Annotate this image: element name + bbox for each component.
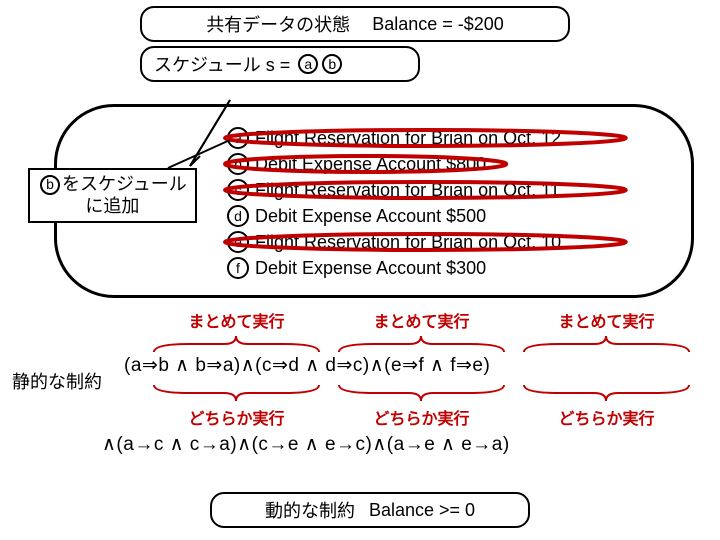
- task-row: bDebit Expense Account $800: [225, 151, 561, 177]
- dynamic-label: 動的な制約: [265, 497, 355, 523]
- joiner: ∧: [237, 433, 251, 456]
- callout-line2: に追加: [38, 196, 187, 218]
- dynamic-cond: Balance >= 0: [369, 500, 475, 521]
- task-row: c Flight Reservation for Brian on Oct. 11: [225, 177, 561, 203]
- task-text: Debit Expense Account $500: [255, 206, 486, 227]
- schedule-done-b: b: [322, 54, 342, 74]
- top-label-row: まとめて実行 まとめて実行 まとめて実行: [144, 308, 708, 332]
- balance-label: Balance = -$200: [372, 14, 504, 35]
- schedule-pill: スケジュール s = a b: [140, 46, 420, 82]
- task-id-circle: c: [227, 179, 249, 201]
- expr-group: (a→e ∧ e→a): [387, 433, 510, 456]
- top-label-2: まとめて実行: [329, 308, 514, 332]
- task-text: Flight Reservation for Brian on Oct. 10: [255, 232, 561, 253]
- task-id-circle: f: [227, 257, 249, 279]
- expr-group: (c→e ∧ e→c): [252, 433, 373, 456]
- task-row: aFlight Reservation for Brian on Oct. 12: [225, 125, 561, 151]
- callout-line1-post: をスケジュール: [62, 174, 187, 196]
- task-id-circle: e: [227, 231, 249, 253]
- brace-icon: [514, 383, 699, 405]
- callout-pointer: [130, 96, 240, 176]
- brace-icon: [329, 383, 514, 405]
- task-row: e Flight Reservation for Brian on Oct. 10: [225, 229, 561, 255]
- expr-group: (a→c ∧ c→a): [116, 433, 237, 456]
- task-id-circle: d: [227, 205, 249, 227]
- task-text: Debit Expense Account $800: [255, 154, 486, 175]
- top-label-3: まとめて実行: [514, 308, 699, 332]
- expr-group: (e⇒f ∧ f⇒e): [384, 354, 490, 377]
- bottom-label-1: どちらか実行: [144, 405, 329, 429]
- joiner: ∧: [370, 354, 384, 377]
- task-text: Debit Expense Account $300: [255, 258, 486, 279]
- header-pill: 共有データの状態 Balance = -$200: [140, 6, 570, 42]
- callout-box: b をスケジュール に追加: [28, 168, 197, 223]
- schedule-done-a: a: [298, 54, 318, 74]
- joiner: ∧: [372, 433, 386, 456]
- task-text: Flight Reservation for Brian on Oct. 12: [255, 128, 561, 149]
- expr-group: (c⇒d ∧ d⇒c): [255, 354, 370, 377]
- footer-pill: 動的な制約 Balance >= 0: [210, 492, 530, 528]
- task-text: Flight Reservation for Brian on Oct. 11: [255, 180, 560, 201]
- expr-group: (a⇒b ∧ b⇒a): [124, 354, 241, 377]
- brace-icon: [144, 332, 329, 354]
- task-row: d Debit Expense Account $500: [225, 203, 561, 229]
- expr1: (a⇒b ∧ b⇒a) ∧ (c⇒d ∧ d⇒c) ∧ (e⇒f ∧ f⇒e): [124, 354, 708, 377]
- expr-prefix: ∧: [102, 433, 116, 456]
- expr2: ∧ (a→c ∧ c→a) ∧ (c→e ∧ e→c) ∧ (a→e ∧ e→a…: [102, 433, 708, 456]
- joiner: ∧: [241, 354, 255, 377]
- brace-icon: [329, 332, 514, 354]
- callout-circled: b: [40, 175, 60, 195]
- brace-icon: [144, 383, 329, 405]
- shared-state-label: 共有データの状態: [206, 11, 350, 37]
- brace-icon: [514, 332, 699, 354]
- bottom-label-row: どちらか実行 どちらか実行 どちらか実行: [144, 405, 708, 429]
- task-list: aFlight Reservation for Brian on Oct. 12…: [225, 125, 561, 281]
- top-brace-row: [144, 332, 708, 354]
- logic-area: まとめて実行 まとめて実行 まとめて実行 (a⇒b ∧ b⇒a) ∧ (c⇒d …: [12, 308, 708, 456]
- bottom-brace-row: [144, 383, 708, 405]
- side-label: 静的な制約: [12, 368, 102, 394]
- bottom-label-3: どちらか実行: [514, 405, 699, 429]
- schedule-label: スケジュール s =: [154, 51, 290, 77]
- bottom-label-2: どちらか実行: [329, 405, 514, 429]
- task-row: f Debit Expense Account $300: [225, 255, 561, 281]
- top-label-1: まとめて実行: [144, 308, 329, 332]
